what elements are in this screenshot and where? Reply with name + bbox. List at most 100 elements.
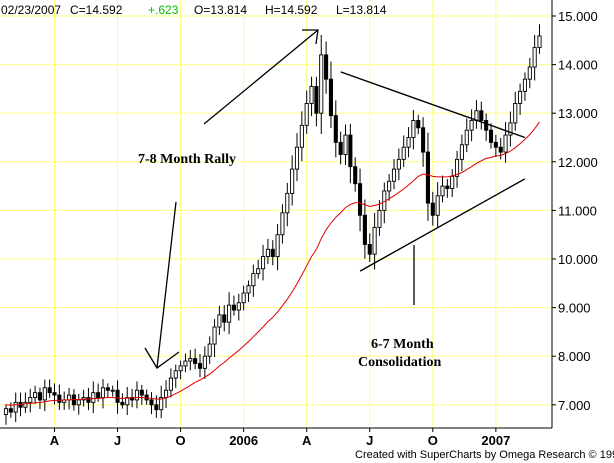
candle xyxy=(183,353,188,373)
trendline xyxy=(359,178,526,272)
candle xyxy=(527,57,532,89)
candle-body-up xyxy=(207,343,212,357)
candle xyxy=(197,353,203,378)
candle-body-down xyxy=(425,151,431,204)
candle xyxy=(42,379,47,411)
candle-body-down xyxy=(37,392,42,401)
candle-body-up xyxy=(178,365,183,372)
candle xyxy=(212,319,217,358)
candle-body-down xyxy=(498,146,503,153)
candle-body-up xyxy=(537,35,542,49)
candle-body-down xyxy=(328,78,334,117)
candle-body-down xyxy=(57,394,62,403)
candle xyxy=(464,118,469,153)
candle xyxy=(251,264,256,297)
candle xyxy=(33,385,38,404)
candle-body-down xyxy=(445,185,450,189)
candle-body-up xyxy=(294,146,300,170)
header-close: C=14.592 xyxy=(70,3,123,17)
candle xyxy=(222,305,227,332)
candle xyxy=(406,127,411,158)
candle-body-down xyxy=(416,120,421,129)
x-tick-label: 2007 xyxy=(481,433,510,448)
candle xyxy=(188,349,193,371)
candle-body-down xyxy=(488,129,494,143)
candle-body-up xyxy=(163,389,169,398)
candle-body-up xyxy=(280,212,285,236)
y-tick-label: 8.000 xyxy=(558,349,591,364)
candle-body-up xyxy=(100,387,106,398)
candle-body-up xyxy=(464,129,469,146)
candle-body-up xyxy=(241,292,246,304)
candle xyxy=(265,238,270,265)
candle xyxy=(488,123,494,149)
candle-body-up xyxy=(202,355,207,369)
candle-body-up xyxy=(251,273,256,287)
candle xyxy=(231,295,237,316)
candle-body-down xyxy=(314,86,319,114)
candle-body-up xyxy=(459,144,464,160)
candle-body-down xyxy=(231,304,237,311)
candle xyxy=(261,244,266,281)
candle xyxy=(3,404,9,425)
candle-body-up xyxy=(217,314,222,328)
candle-body-up xyxy=(319,54,324,114)
candle xyxy=(522,72,527,101)
candle xyxy=(353,157,358,192)
x-tick-label: J xyxy=(366,433,373,448)
candle xyxy=(445,179,450,198)
candle xyxy=(435,182,440,229)
candle-body-down xyxy=(362,214,367,245)
candle xyxy=(149,392,154,415)
candle-body-down xyxy=(197,363,203,369)
candle xyxy=(455,150,460,188)
candle-body-up xyxy=(450,175,455,189)
candle-body-down xyxy=(338,141,343,155)
candle-body-up xyxy=(168,377,173,391)
candle-body-up xyxy=(42,387,47,401)
candle-body-up xyxy=(23,401,28,408)
candle-body-up xyxy=(396,158,401,170)
candle xyxy=(23,392,28,413)
candle-body-up xyxy=(513,103,518,124)
candle-body-up xyxy=(455,158,460,177)
candle-body-up xyxy=(299,124,304,148)
candle-body-down xyxy=(115,389,120,403)
x-tick-label: A xyxy=(302,433,312,448)
candle xyxy=(290,155,295,206)
candle-body-up xyxy=(527,66,532,80)
candle-body-up xyxy=(285,192,290,214)
y-tick-label: 14.000 xyxy=(558,58,598,73)
candle xyxy=(469,109,474,142)
candle xyxy=(411,110,416,150)
candle-body-up xyxy=(159,397,164,411)
x-axis-ticks: A J O 2006 A J O 2007 xyxy=(50,428,510,448)
y-tick-label: 7.000 xyxy=(558,398,591,413)
candle-body-up xyxy=(173,370,178,379)
candle xyxy=(358,168,363,232)
candle-body-up xyxy=(183,360,188,367)
candle-body-up xyxy=(411,120,416,138)
candle-body-up xyxy=(343,134,348,155)
grid xyxy=(0,0,552,428)
candle xyxy=(47,379,52,398)
candle xyxy=(91,381,96,414)
candle xyxy=(227,292,232,335)
candle xyxy=(372,212,377,270)
candle xyxy=(115,380,120,414)
y-axis-ticks: 7.000 8.000 9.000 10.000 11.000 12.000 13.000 1… xyxy=(552,9,598,413)
candle xyxy=(513,91,518,131)
candle xyxy=(217,305,222,335)
rally-arrow-shaft xyxy=(203,29,319,125)
candle xyxy=(440,175,445,203)
candle xyxy=(178,360,183,380)
x-tick-label: A xyxy=(50,433,60,448)
candle xyxy=(37,387,42,410)
candle xyxy=(110,385,115,397)
candle xyxy=(309,76,314,117)
candle-body-up xyxy=(188,358,193,362)
candle xyxy=(328,61,334,129)
candle xyxy=(246,280,251,303)
candle xyxy=(416,114,421,135)
candle xyxy=(285,182,290,227)
